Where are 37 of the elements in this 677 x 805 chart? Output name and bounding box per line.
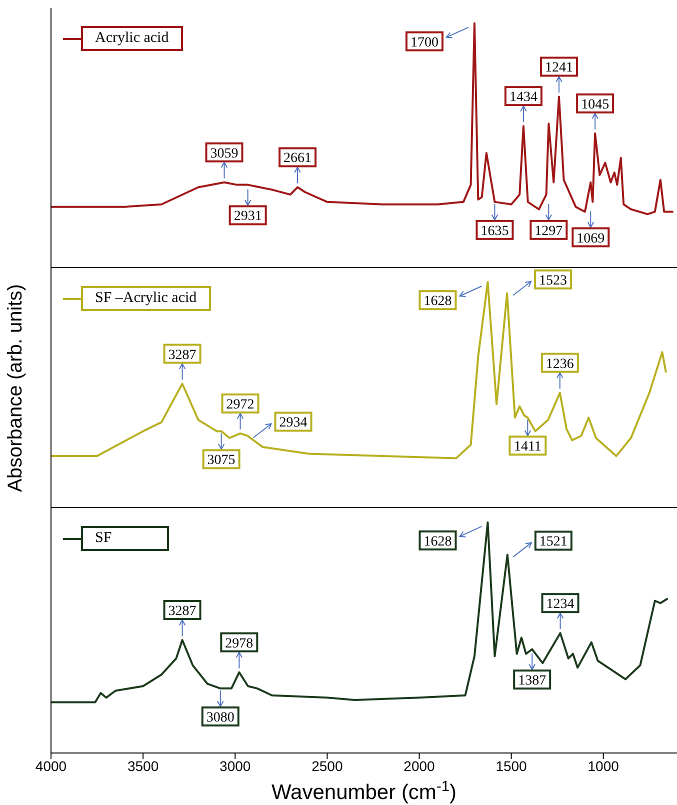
annotation: 3059	[210, 146, 238, 162]
x-axis-title: Wavenumber (cm$^{-1}$)	[272, 779, 456, 804]
x-tick-label: 2000	[404, 758, 436, 774]
x-tick-label: 3500	[127, 758, 159, 774]
annotation: 1411	[514, 440, 542, 455]
x-tick-label: 4000	[35, 758, 67, 774]
annotation: 1069	[576, 231, 605, 246]
annotation: 3287	[168, 604, 196, 620]
annotation: 1297	[534, 224, 563, 239]
x-tick-label: 1500	[496, 758, 528, 774]
annotation: 1700	[410, 35, 438, 50]
annotation: 2661	[284, 151, 312, 166]
legend-label: Acrylic acid	[81, 26, 183, 51]
annotation: 1628	[424, 534, 452, 550]
annotation: 1387	[518, 674, 546, 689]
annotation: 1434	[509, 90, 538, 106]
annotation: 3075	[207, 453, 236, 468]
x-tick-label: 2500	[312, 758, 343, 774]
annotation: 1045	[581, 97, 610, 112]
annotation: 1521	[539, 534, 568, 550]
annotation: 2972	[226, 397, 254, 412]
annotation: 2978	[225, 636, 254, 652]
annotation: 3080	[206, 710, 234, 726]
x-tick-label: 1000	[588, 758, 620, 774]
annotation: 1241	[544, 60, 573, 76]
annotation: 1523	[539, 273, 568, 288]
annotation: 2931	[234, 209, 262, 224]
annotation: 1234	[546, 597, 574, 612]
legend-label: SF	[81, 526, 169, 551]
legend-label: SF –Acrylic acid	[81, 286, 211, 311]
x-tick-label: 3000	[220, 758, 251, 774]
annotation: 3287	[168, 348, 196, 363]
annotation: 1236	[546, 356, 574, 372]
annotation: 1635	[480, 224, 509, 239]
annotation: 1628	[424, 294, 452, 310]
y-axis-title: Absorbance (arb. units)	[4, 284, 28, 492]
annotation: 2934	[279, 416, 308, 431]
